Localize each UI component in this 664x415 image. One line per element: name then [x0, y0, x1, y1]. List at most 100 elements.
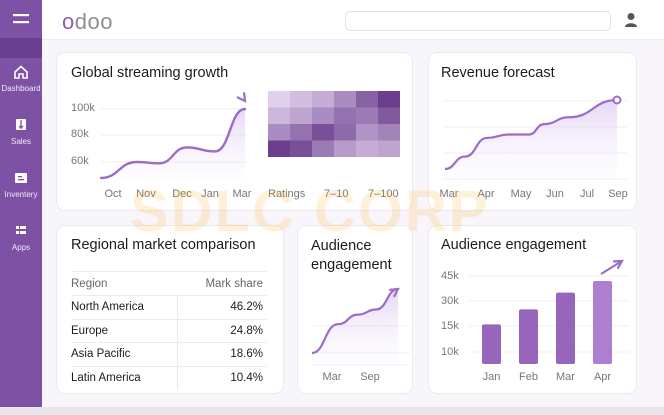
regional-card: Regional market comparison Region Mark sh… — [56, 225, 284, 394]
sidebar-item-label: Dashboard — [1, 84, 41, 93]
trend-arrow — [600, 260, 623, 275]
heatmap-label: 7–10 — [324, 188, 349, 200]
sales-icon — [16, 119, 26, 130]
revenue-card: Revenue forecast Mar Apr May Jun Jul Sep — [428, 52, 637, 211]
heatmap-cell — [378, 124, 400, 141]
share-cell: 10.4% — [177, 365, 267, 390]
x-tick-label: Jul — [579, 188, 595, 200]
sidebar: Dashboard Sales Inventery Apps — [0, 0, 42, 407]
heatmap-cell — [290, 140, 312, 157]
x-tick-label: Mar — [232, 188, 252, 200]
header: odoo — [42, 0, 664, 40]
y-tick-label: 100k — [71, 102, 95, 114]
menu-button[interactable] — [0, 0, 42, 38]
heatmap-cell — [356, 91, 378, 108]
audience-bar-chart — [469, 259, 629, 364]
heatmap-cell — [268, 124, 290, 141]
x-tick-label: Mar — [322, 371, 342, 383]
heatmap-cell — [356, 107, 378, 124]
bar — [556, 292, 575, 364]
y-tick-label: 60k — [71, 155, 89, 167]
card-title: Global streaming growth — [71, 65, 229, 81]
heatmap-cell — [312, 124, 334, 141]
series-line — [99, 107, 247, 180]
heatmap-cell — [268, 140, 290, 157]
region-cell: Asia Pacific — [71, 342, 179, 366]
heatmap-cell — [334, 91, 356, 108]
card-title: Audience engagement — [311, 238, 392, 273]
heatmap-cell — [312, 107, 334, 124]
series-line — [444, 98, 618, 171]
x-tick-label: May — [510, 188, 532, 200]
card-title: Revenue forecast — [441, 65, 555, 81]
heatmap-cell — [290, 124, 312, 141]
heatmap-cell — [268, 91, 290, 108]
audience-line-chart — [311, 287, 410, 366]
x-tick-label: Mar — [439, 188, 459, 200]
sidebar-item-label: Apps — [11, 243, 31, 252]
table-row: Latin America 10.4% — [71, 365, 267, 390]
table-row: Asia Pacific 18.6% — [71, 342, 267, 366]
x-tick-label: Jan — [201, 188, 219, 200]
heatmap-cell — [334, 124, 356, 141]
table-header: Region Mark share — [71, 271, 267, 296]
sidebar-item-apps[interactable]: Apps — [0, 223, 42, 270]
logo-part: o — [62, 9, 75, 34]
x-tick-label: Mar — [556, 371, 575, 383]
column-header: Mark share — [177, 271, 267, 296]
heatmap-cell — [290, 107, 312, 124]
x-tick-label: Jan — [482, 371, 501, 383]
heatmap-cell — [290, 91, 312, 108]
sidebar-band — [0, 38, 42, 58]
apps-icon — [16, 226, 26, 234]
x-tick-label: Nov — [136, 188, 156, 200]
column-header: Region — [71, 271, 178, 296]
revenue-chart — [443, 95, 627, 180]
sidebar-item-inventory[interactable]: Inventery — [0, 170, 42, 217]
sidebar-item-label: Inventery — [4, 190, 38, 199]
search-input[interactable] — [345, 11, 611, 31]
card-title: Audience engagement — [441, 237, 587, 253]
arrow-head-icon — [612, 259, 624, 270]
table-row: Europe 24.8% — [71, 318, 267, 343]
share-cell: 24.8% — [177, 318, 267, 343]
inventory-icon — [15, 173, 27, 183]
x-tick-label: Dec — [172, 188, 192, 200]
odoo-logo[interactable]: odoo — [62, 9, 113, 35]
heatmap-cell — [378, 107, 400, 124]
area-fill — [312, 289, 398, 365]
table-row: North America 46.2% — [71, 295, 267, 319]
home-icon — [14, 65, 28, 79]
area-fill — [445, 100, 617, 179]
share-cell: 18.6% — [177, 342, 267, 366]
heatmap-cell — [378, 140, 400, 157]
arrow-head-icon — [388, 287, 400, 298]
heatmap-label: 7–100 — [368, 188, 399, 200]
sidebar-item-sales[interactable]: Sales — [0, 117, 42, 164]
x-tick-label: Apr — [593, 371, 612, 383]
heatmap-cell — [334, 140, 356, 157]
y-tick-label: 80k — [71, 128, 89, 140]
audience-bars-card: Audience engagement 45k 30k 15k 10k Jan Feb Ma… — [428, 225, 637, 394]
heatmap-cell — [334, 107, 356, 124]
x-tick-label: Oct — [104, 188, 122, 200]
region-cell: North America — [71, 295, 179, 319]
x-tick-label: Sep — [360, 371, 380, 383]
sidebar-item-dashboard[interactable]: Dashboard — [0, 64, 42, 111]
heatmap-cell — [378, 91, 400, 108]
heatmap-cell — [268, 107, 290, 124]
x-tick-label: Feb — [519, 371, 538, 383]
heatmap-cell — [356, 140, 378, 157]
user-icon[interactable] — [624, 12, 638, 28]
y-tick-label: 10k — [441, 346, 459, 358]
y-tick-label: 15k — [441, 320, 459, 332]
hamburger-icon — [13, 14, 29, 24]
logo-part: doo — [74, 9, 113, 34]
region-cell: Latin America — [71, 365, 179, 390]
audience-small-card: Audience engagement Mar Sep — [297, 225, 413, 394]
y-tick-label: 45k — [441, 270, 459, 282]
bar — [593, 281, 612, 364]
x-tick-label: Sep — [608, 188, 628, 200]
sidebar-item-label: Sales — [10, 137, 31, 146]
